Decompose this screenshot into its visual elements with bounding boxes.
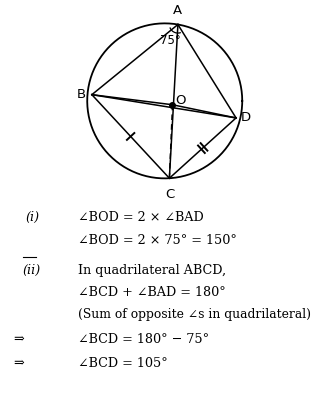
Text: (Sum of opposite ∠s in quadrilateral): (Sum of opposite ∠s in quadrilateral) (78, 308, 310, 321)
Text: ∠BOD = 2 × 75° = 150°: ∠BOD = 2 × 75° = 150° (78, 234, 236, 247)
Text: 75°: 75° (160, 33, 181, 47)
Text: In quadrilateral ABCD,: In quadrilateral ABCD, (78, 264, 226, 277)
Text: ⇒: ⇒ (13, 333, 24, 346)
Text: D: D (240, 111, 250, 125)
Text: O: O (175, 94, 185, 107)
Text: C: C (165, 187, 174, 201)
Text: ⇒: ⇒ (13, 357, 24, 370)
Text: ∠BCD = 180° − 75°: ∠BCD = 180° − 75° (78, 333, 209, 346)
Text: ∠BCD = 105°: ∠BCD = 105° (78, 357, 167, 370)
Text: (i): (i) (26, 211, 40, 224)
Text: B: B (77, 88, 86, 101)
Text: (ii): (ii) (23, 264, 41, 277)
Text: ∠BCD + ∠BAD = 180°: ∠BCD + ∠BAD = 180° (78, 286, 225, 299)
Text: ∠BOD = 2 × ∠BAD: ∠BOD = 2 × ∠BAD (78, 211, 203, 224)
Text: A: A (173, 4, 182, 17)
